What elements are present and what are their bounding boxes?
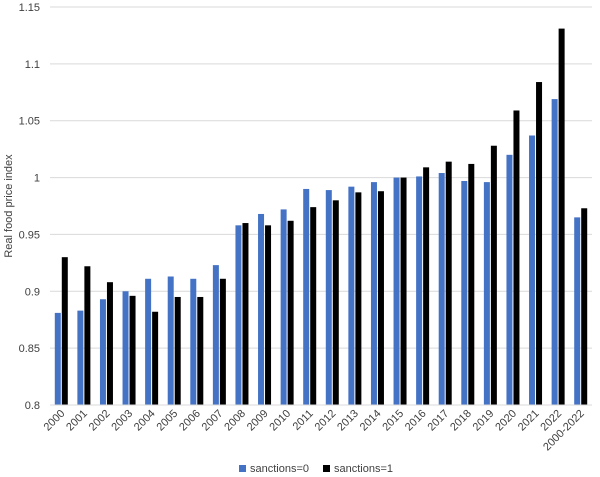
bar-sanctions-0-2003 <box>122 291 129 405</box>
bar-sanctions-1-2017 <box>445 161 452 405</box>
y-tick-label: 1.15 <box>19 2 40 14</box>
bar-sanctions-0-2002 <box>99 299 106 405</box>
bar-sanctions-1-2009 <box>265 225 272 405</box>
bar-sanctions-1-2008 <box>242 223 249 405</box>
bar-sanctions-1-2018 <box>468 163 475 405</box>
y-tick-label: 1.1 <box>25 59 40 71</box>
bar-sanctions-0-2011 <box>303 188 310 405</box>
legend: sanctions=0 sanctions=1 <box>239 463 393 475</box>
bar-sanctions-1-2015 <box>400 177 407 405</box>
x-tick-label: 2012 <box>313 408 339 434</box>
x-tick-label: 2014 <box>358 408 384 434</box>
bar-sanctions-1-2007 <box>219 278 226 405</box>
y-tick-label: 0.9 <box>25 286 40 298</box>
bar-sanctions-1-2010 <box>287 220 294 405</box>
x-tick-label: 2003 <box>109 408 135 434</box>
legend-swatch-sanctions-1 <box>323 465 330 472</box>
bar-sanctions-0-2020 <box>506 154 513 405</box>
y-tick-label: 0.95 <box>19 229 40 241</box>
y-axis-ticks: 0.8 0.85 0.9 0.95 1 1.05 1.1 1.15 <box>19 2 40 412</box>
bar-sanctions-0-2004 <box>145 278 152 405</box>
bar-sanctions-1-2014 <box>377 191 384 405</box>
bar-sanctions-1-2022 <box>558 28 565 406</box>
bar-sanctions-0-2015 <box>393 177 400 405</box>
bar-sanctions-0-2005 <box>167 276 174 405</box>
bar-sanctions-1-2004 <box>152 311 159 405</box>
bar-sanctions-1-2002 <box>106 282 113 405</box>
x-tick-label: 2010 <box>267 408 293 434</box>
x-tick-label: 2006 <box>177 408 203 434</box>
bars <box>54 28 588 406</box>
x-tick-label: 2018 <box>448 408 474 434</box>
x-tick-label: 2020 <box>493 408 519 434</box>
bar-sanctions-1-2006 <box>197 296 204 405</box>
bar-sanctions-0-2008 <box>235 225 242 405</box>
bar-sanctions-1-2001 <box>84 266 91 405</box>
bar-sanctions-0-2014 <box>370 182 377 405</box>
bar-sanctions-0-2001 <box>77 310 84 405</box>
bar-sanctions-1-2003 <box>129 295 136 405</box>
x-axis-ticks: 2000200120022003200420052006200720082009… <box>42 408 587 454</box>
bar-sanctions-0-2019 <box>483 182 490 405</box>
y-tick-label: 1.05 <box>19 116 40 128</box>
x-tick-label: 2004 <box>132 408 158 434</box>
x-tick-label: 2019 <box>471 408 497 434</box>
bar-sanctions-0-2007 <box>212 265 219 405</box>
x-tick-label: 2021 <box>516 408 542 434</box>
y-tick-label: 0.85 <box>19 343 40 355</box>
gridlines <box>50 6 592 406</box>
x-tick-label: 2005 <box>155 408 181 434</box>
bar-sanctions-0-2017 <box>438 173 445 405</box>
bar-sanctions-1-2020 <box>513 110 520 405</box>
x-tick-label: 2001 <box>64 408 90 434</box>
y-tick-label: 1 <box>34 173 40 185</box>
legend-label-sanctions-0: sanctions=0 <box>250 463 309 475</box>
bar-sanctions-0-2000-2022 <box>574 217 581 405</box>
bar-sanctions-1-2005 <box>174 296 181 405</box>
bar-sanctions-1-2000-2022 <box>581 208 588 405</box>
bar-sanctions-0-2000 <box>54 312 61 405</box>
x-tick-label: 2009 <box>245 408 271 434</box>
bar-sanctions-1-2000 <box>61 257 68 405</box>
x-tick-label: 2002 <box>87 408 113 434</box>
bar-sanctions-0-2013 <box>348 186 355 405</box>
x-tick-label: 2000 <box>42 408 68 434</box>
legend-swatch-sanctions-0 <box>239 465 246 472</box>
x-tick-label: 2008 <box>222 408 248 434</box>
bar-sanctions-0-2012 <box>325 190 332 405</box>
bar-sanctions-0-2009 <box>258 213 265 405</box>
legend-label-sanctions-1: sanctions=1 <box>334 463 393 475</box>
bar-sanctions-1-2013 <box>355 192 362 405</box>
bar-sanctions-0-2022 <box>551 99 558 405</box>
bar-sanctions-0-2016 <box>416 176 423 405</box>
bar-sanctions-1-2019 <box>490 145 497 405</box>
x-tick-label: 2007 <box>200 408 226 434</box>
y-axis-title: Real food price index <box>3 154 15 258</box>
x-tick-label: 2011 <box>291 408 316 433</box>
x-tick-label: 2017 <box>426 408 452 434</box>
bar-sanctions-1-2011 <box>310 207 317 405</box>
bar-sanctions-1-2016 <box>423 167 430 405</box>
x-tick-label: 2013 <box>335 408 361 434</box>
x-tick-label: 2016 <box>403 408 429 434</box>
bar-sanctions-1-2021 <box>536 82 543 406</box>
bar-sanctions-0-2010 <box>280 209 287 405</box>
bar-sanctions-0-2018 <box>461 180 468 405</box>
y-tick-label: 0.8 <box>25 400 40 412</box>
x-tick-label: 2015 <box>380 408 406 434</box>
bar-sanctions-1-2012 <box>332 200 339 405</box>
bar-sanctions-0-2006 <box>190 278 197 405</box>
bar-sanctions-0-2021 <box>529 135 536 406</box>
